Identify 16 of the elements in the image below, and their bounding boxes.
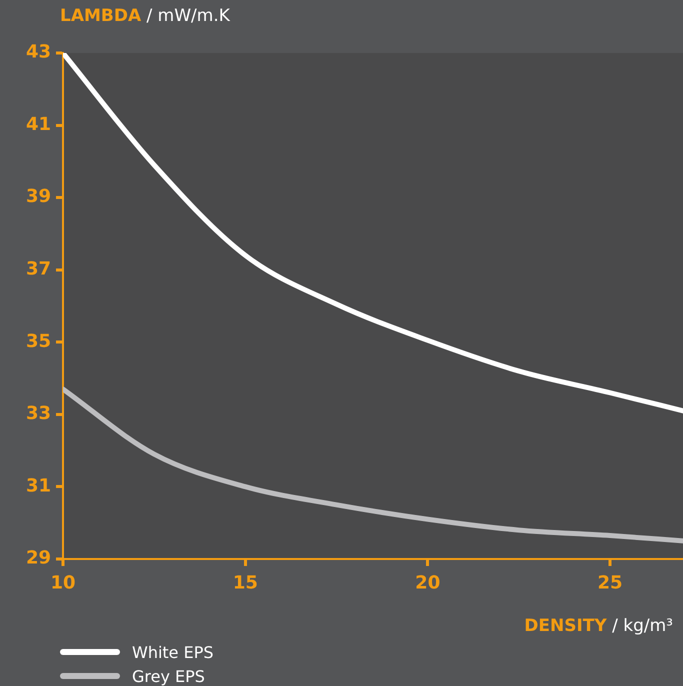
y-tick-label: 41 xyxy=(26,114,51,135)
legend-label: Grey EPS xyxy=(132,666,205,686)
x-tick-label: 15 xyxy=(232,572,258,594)
x-axis-title: DENSITY / kg/m³ xyxy=(524,616,673,636)
y-tick-label: 33 xyxy=(26,403,51,424)
y-tick-label: 31 xyxy=(26,475,51,496)
y-tick-label: 37 xyxy=(26,258,51,280)
y-tick-label: 35 xyxy=(26,330,51,352)
y-axis-title: LAMBDA / mW/m.K xyxy=(60,6,230,26)
legend-label: White EPS xyxy=(132,642,214,662)
x-tick-label: 25 xyxy=(598,572,623,594)
x-tick-label: 20 xyxy=(415,572,440,594)
y-tick-label: 29 xyxy=(26,548,51,569)
y-tick-label: 39 xyxy=(26,186,51,208)
x-tick-label: 10 xyxy=(50,572,76,594)
y-tick-label: 43 xyxy=(26,42,51,63)
